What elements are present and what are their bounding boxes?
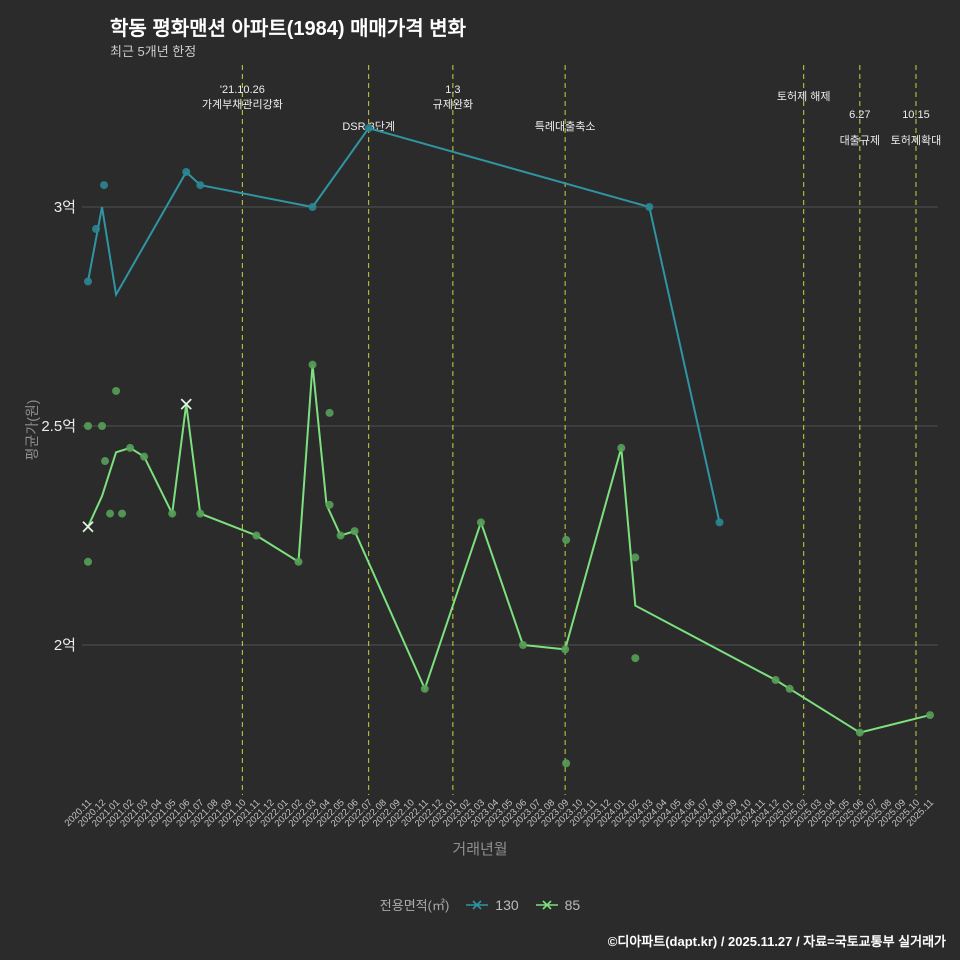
data-point-85[interactable] [325, 500, 334, 509]
y-tick-label: 2억 [54, 637, 76, 654]
data-point-85[interactable] [771, 676, 780, 685]
legend-marker-85-icon [535, 899, 558, 910]
data-point-85[interactable] [106, 509, 115, 518]
x-marker-85[interactable] [82, 521, 94, 533]
data-point-85[interactable] [112, 386, 121, 395]
legend: 전용면적(㎡) 130 85 [0, 895, 960, 914]
data-point-85[interactable] [350, 527, 359, 536]
x-axis-title: 거래년월 [452, 841, 508, 858]
data-point-130[interactable] [715, 518, 724, 527]
data-point-85[interactable] [926, 711, 934, 720]
data-point-85[interactable] [617, 443, 626, 452]
data-point-85[interactable] [476, 518, 485, 527]
data-point-85[interactable] [98, 422, 107, 430]
data-point-85[interactable] [631, 553, 640, 562]
data-point-85[interactable] [101, 457, 110, 466]
data-point-130[interactable] [364, 124, 373, 133]
legend-label-85: 85 [564, 896, 581, 913]
data-point-85[interactable] [562, 535, 571, 544]
data-point-130[interactable] [196, 181, 205, 190]
data-point-85[interactable] [84, 557, 92, 566]
data-point-85[interactable] [84, 422, 92, 430]
data-point-130[interactable] [84, 277, 92, 286]
data-point-85[interactable] [855, 728, 864, 737]
x-marker-85[interactable] [180, 398, 192, 410]
data-point-85[interactable] [631, 654, 640, 663]
series-line-130[interactable] [87, 127, 721, 523]
event-label: 10.15 토허제확대 [891, 109, 942, 147]
legend-item-130[interactable]: 130 [465, 896, 519, 913]
data-point-85[interactable] [519, 641, 528, 649]
legend-item-85[interactable]: 85 [535, 896, 581, 913]
data-point-85[interactable] [168, 509, 177, 518]
y-tick-label: 2.5억 [41, 418, 76, 435]
data-point-130[interactable] [182, 167, 191, 176]
data-point-85[interactable] [308, 360, 317, 369]
data-point-85[interactable] [118, 509, 127, 518]
data-point-130[interactable] [645, 203, 654, 211]
page-title: 학동 평화맨션 아파트(1984) 매매가격 변화 [110, 18, 467, 40]
data-point-85[interactable] [785, 684, 794, 693]
copyright-source-text: ©디아파트(dapt.kr) / 2025.11.27 / 자료=국토교통부 실… [607, 934, 946, 949]
event-label: '21.10.26 가계부채관리강화 [202, 84, 283, 111]
event-label: 특례대출축소 [535, 120, 596, 133]
data-point-85[interactable] [294, 557, 303, 566]
data-point-85[interactable] [196, 509, 205, 518]
price-chart: 2억2.5억3억2020.112020.122021.012021.022021… [41, 65, 942, 829]
legend-title: 전용면적(㎡) [379, 898, 450, 913]
data-point-85[interactable] [140, 452, 149, 461]
event-label: 6.27 대출규제 [840, 109, 880, 147]
data-point-130[interactable] [92, 224, 101, 233]
data-point-85[interactable] [252, 531, 261, 540]
data-point-130[interactable] [308, 203, 317, 211]
legend-label-130: 130 [495, 896, 519, 913]
data-point-85[interactable] [562, 759, 571, 768]
page-subtitle: 최근 5개년 한정 [110, 44, 197, 59]
data-point-85[interactable] [325, 408, 334, 417]
data-point-85[interactable] [561, 645, 570, 654]
data-point-85[interactable] [420, 684, 429, 693]
legend-marker-130-icon [466, 899, 489, 910]
data-point-85[interactable] [336, 531, 345, 540]
event-label: 1.3 규제완화 [433, 84, 473, 111]
event-label: 토허제 해제 [777, 89, 831, 103]
y-tick-label: 3억 [54, 199, 76, 216]
data-point-130[interactable] [100, 181, 109, 190]
y-axis-title: 평균가(원) [24, 399, 40, 461]
data-point-85[interactable] [126, 443, 135, 452]
